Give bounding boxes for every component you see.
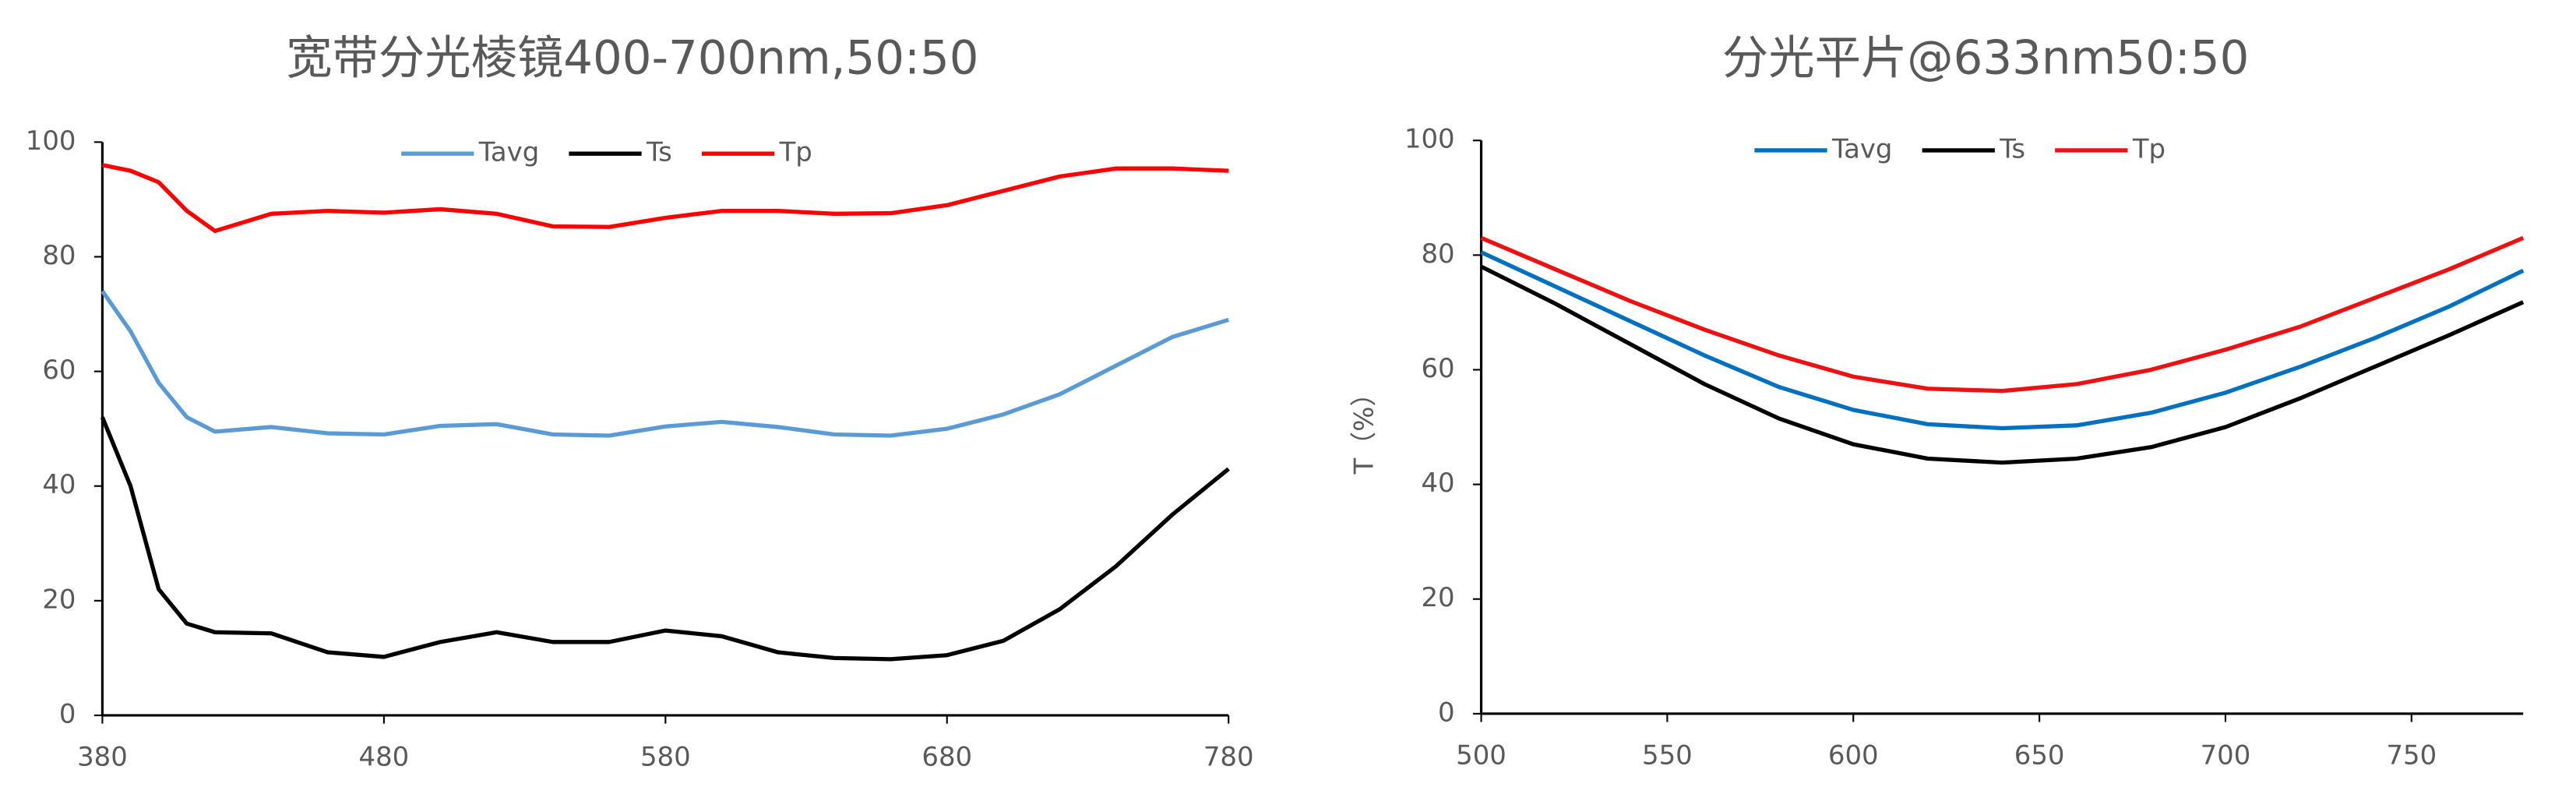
- y-tick-label: 60: [42, 355, 76, 385]
- series-line: [1480, 250, 2525, 431]
- chart-title: 分光平片@633nm50:50: [1722, 31, 2249, 85]
- y-tick-label: 100: [1404, 124, 1455, 154]
- y-tick-label: 100: [26, 125, 76, 156]
- y-tick-label: 40: [42, 469, 76, 500]
- legend-label: Tp: [779, 137, 812, 168]
- legend-label: Tp: [2132, 133, 2165, 164]
- x-tick-label: 380: [77, 742, 128, 772]
- y-tick-label: 0: [1438, 697, 1455, 727]
- series-line: [1480, 264, 2525, 465]
- series-line: [100, 416, 1230, 662]
- y-tick-label: 80: [42, 240, 76, 270]
- x-tick-label: 480: [359, 742, 410, 772]
- series-line: [101, 163, 1229, 234]
- y-tick-label: 60: [1421, 353, 1454, 383]
- y-tick-label: 20: [42, 584, 76, 614]
- legend-label: Ts: [1999, 133, 2025, 164]
- x-tick-label: 580: [640, 742, 691, 772]
- y-tick-label: 40: [1421, 468, 1454, 498]
- y-tick-label: 80: [1421, 238, 1454, 269]
- y-tick-label: 0: [59, 698, 76, 729]
- x-tick-label: 600: [1828, 740, 1879, 770]
- legend-label: Tavg: [1831, 133, 1892, 164]
- legend-label: Ts: [646, 137, 672, 168]
- y-tick-label: 20: [1421, 582, 1454, 613]
- x-tick-label: 680: [922, 742, 972, 772]
- x-tick-label: 750: [2386, 740, 2437, 770]
- x-tick-label: 650: [2014, 740, 2065, 770]
- x-tick-label: 550: [1642, 740, 1693, 770]
- chart-title: 宽带分光棱镜400-700nm,50:50: [286, 31, 978, 85]
- x-tick-label: 500: [1456, 740, 1506, 770]
- x-tick-label: 780: [1203, 742, 1254, 772]
- y-axis-label: T（%）: [1349, 380, 1380, 475]
- legend-label: Tavg: [478, 137, 539, 168]
- series-line: [1480, 235, 2525, 394]
- series-line: [100, 290, 1229, 438]
- x-tick-label: 700: [2201, 740, 2251, 770]
